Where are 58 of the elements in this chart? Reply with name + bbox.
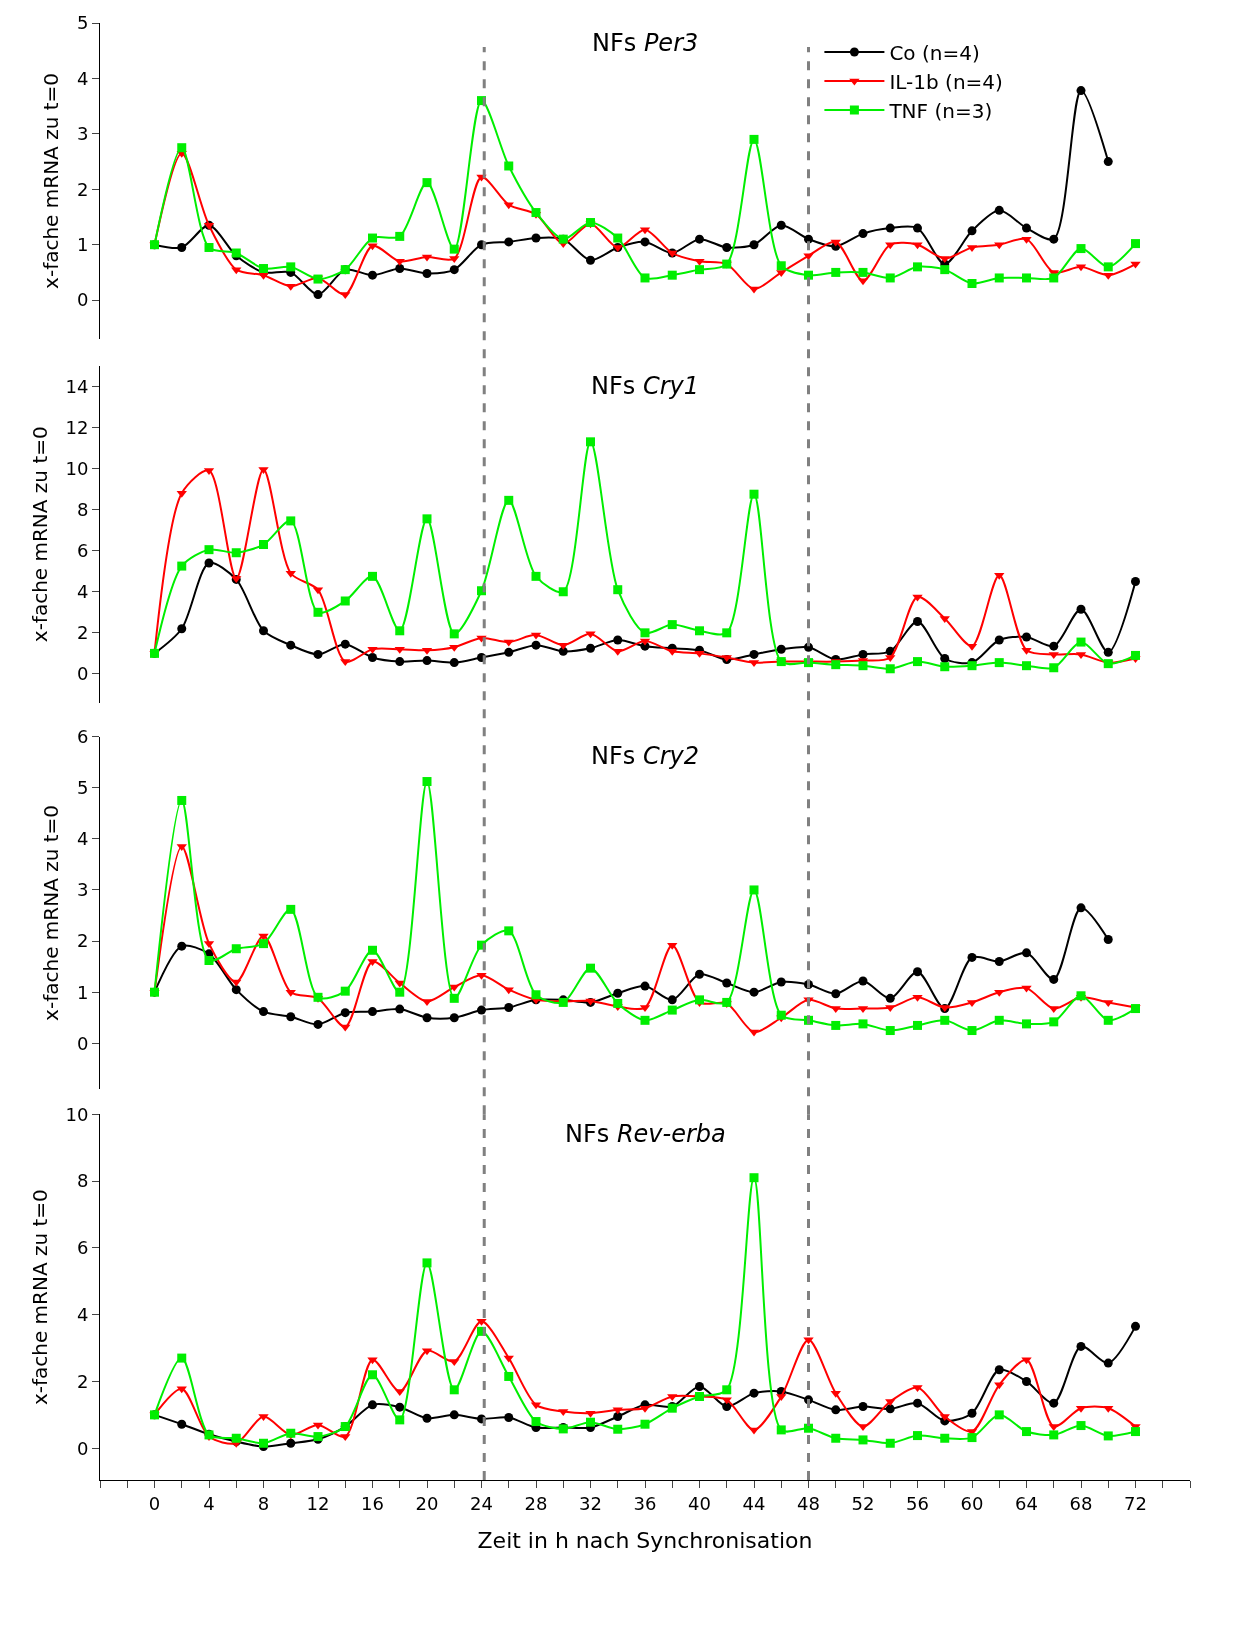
x-tick-label: 4 (203, 1492, 215, 1514)
x-tick-label: 12 (306, 1492, 330, 1514)
chart-title: NFs Rev-erba (565, 1120, 726, 1148)
y-tick-label: 5 (76, 12, 89, 34)
y-tick-label: 1 (76, 234, 89, 255)
y-tick-label: 10 (65, 457, 89, 479)
y-axis-title: x-fache mRNA zu t=0 (27, 426, 52, 643)
y-tick-label: 6 (76, 539, 89, 561)
x-tick-label: 60 (960, 1492, 984, 1514)
y-tick-label: 4 (76, 1303, 89, 1325)
y-tick-label: 12 (65, 416, 89, 438)
x-tick-label: 68 (1069, 1492, 1093, 1514)
y-tick-label: 0 (76, 1437, 89, 1459)
x-tick-label: 8 (257, 1492, 270, 1514)
y-tick-label: 3 (76, 879, 89, 901)
x-tick-label: 0 (148, 1492, 161, 1514)
x-tick-label: 24 (470, 1492, 493, 1514)
x-tick-label: 40 (688, 1492, 711, 1514)
x-tick-label: 44 (742, 1492, 766, 1514)
x-tick-label: 72 (1124, 1492, 1147, 1514)
y-tick-label: 5 (76, 776, 89, 798)
x-tick-label: 48 (797, 1492, 820, 1514)
legend-label: TNF (n=3) (888, 98, 993, 123)
y-tick-label: 8 (76, 1170, 89, 1192)
legend-label: IL-1b (n=4) (889, 69, 1003, 94)
y-tick-label: 2 (76, 622, 89, 644)
x-tick-label: 36 (633, 1492, 657, 1514)
y-tick-label: 8 (76, 498, 89, 520)
y-tick-label: 0 (76, 663, 89, 685)
y-tick-label: 6 (76, 1237, 89, 1259)
y-tick-label: 2 (76, 930, 89, 952)
y-tick-label: 1 (76, 981, 89, 1003)
x-tick-label: 20 (415, 1492, 439, 1514)
y-tick-label: 10 (65, 1103, 89, 1125)
chart-title: NFs Per3 (592, 29, 699, 57)
y-tick-label: 2 (76, 178, 89, 200)
y-axis-title: x-fache mRNA zu t=0 (39, 73, 64, 289)
chart-title: NFs Cry2 (591, 742, 699, 770)
y-tick-label: 2 (76, 1370, 89, 1392)
legend-label: Co (n=4) (889, 40, 980, 65)
y-tick-label: 0 (76, 289, 89, 311)
y-tick-label: 4 (76, 67, 89, 89)
x-axis-title: Zeit in h nach Synchronisation (477, 1528, 813, 1554)
y-tick-label: 14 (65, 375, 89, 397)
x-tick-label: 16 (361, 1492, 384, 1514)
y-axis-title: x-fache mRNA zu t=0 (39, 804, 64, 1021)
x-tick-label: 52 (851, 1492, 875, 1514)
x-tick-label: 28 (524, 1492, 548, 1514)
y-tick-label: 4 (76, 581, 89, 603)
x-tick-label: 32 (579, 1492, 602, 1514)
x-tick-label: 64 (1015, 1492, 1038, 1514)
y-axis-title: x-fache mRNA zu t=0 (27, 1189, 52, 1406)
y-tick-label: 4 (76, 828, 89, 850)
x-tick-label: 56 (906, 1492, 929, 1514)
y-tick-label: 6 (76, 725, 89, 747)
y-tick-label: 0 (76, 1032, 89, 1054)
chart-title: NFs Cry1 (591, 372, 699, 400)
y-tick-label: 3 (76, 123, 89, 145)
